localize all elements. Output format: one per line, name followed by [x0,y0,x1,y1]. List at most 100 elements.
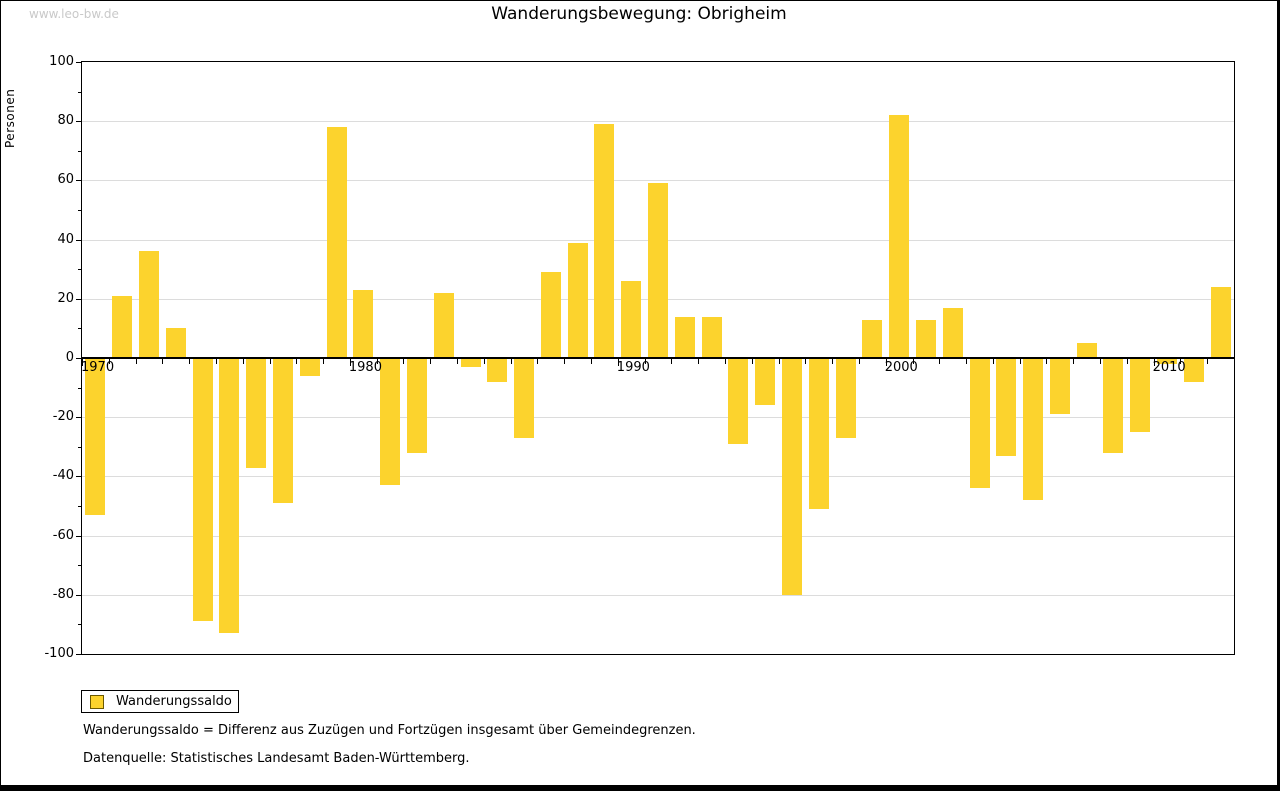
y-tick-label--20: -20 [52,409,74,425]
bar-2011 [1183,358,1204,382]
gridline-80 [82,121,1234,123]
y-tick-80 [76,121,82,123]
y-tick-30 [78,269,82,271]
x-tick-1997 [805,359,806,364]
bar-1998 [835,358,856,438]
bar-2005 [1023,358,1044,501]
bar-2004 [996,358,1017,456]
bar-1987 [540,272,561,358]
x-tick-2002 [939,359,940,364]
y-tick--90 [78,624,82,626]
x-tick-1985 [484,359,485,364]
bar-1973 [165,328,186,358]
x-tick-label-2000: 2000 [884,360,918,375]
x-tick-2006 [1046,359,1047,364]
bar-1970 [85,358,106,515]
y-tick-0 [76,358,82,359]
y-tick-label-20: 20 [57,290,74,306]
x-tick-1984 [457,359,458,364]
y-tick-10 [78,328,82,330]
bar-1983 [433,292,454,358]
x-tick-1977 [270,359,271,364]
x-tick-label-2010: 2010 [1152,360,1186,375]
x-tick-2004 [993,359,994,364]
y-tick-50 [78,210,82,211]
x-tick-2012 [1207,359,1208,364]
y-tick-100 [76,62,82,63]
y-tick-label--100: -100 [44,646,74,661]
legend-label: Wanderungssaldo [116,694,232,709]
bar-1977 [272,358,293,503]
bar-1984 [460,358,481,367]
bar-1975 [219,358,240,634]
y-tick-label--80: -80 [52,586,74,602]
y-tick--10 [78,387,82,389]
x-tick-1983 [430,359,431,364]
x-tick-1994 [725,359,726,364]
bar-1978 [299,358,320,376]
gridline--40 [82,476,1234,478]
y-tick-label-0: 0 [65,350,74,365]
x-tick-1973 [162,359,163,364]
footnote-definition: Wanderungssaldo = Differenz aus Zuzügen … [83,723,696,738]
x-tick-1986 [511,359,512,364]
y-tick-60 [76,180,82,182]
bar-2006 [1049,358,1070,415]
bar-2008 [1103,358,1124,453]
x-tick-1989 [591,359,592,364]
y-tick-label--60: -60 [52,527,74,543]
x-tick-1987 [537,359,538,364]
y-tick-90 [78,91,82,93]
gridline--60 [82,535,1234,537]
plot-area: 1970 1980 1990 2000 2010 -100 -80 -60 -40 -20 0 20 4… [44,54,1235,661]
x-tick-label-1980: 1980 [348,360,382,375]
bar-2001 [915,319,936,358]
chart-title: Wanderungsbewegung: Obrigheim [491,4,787,24]
x-tick-2010 [1154,359,1155,366]
y-tick--70 [78,565,82,567]
legend: Wanderungssaldo [81,690,239,713]
x-tick-1981 [377,359,378,364]
x-tick-1991 [645,359,646,364]
y-tick--40 [76,476,82,478]
x-tick-1976 [243,359,244,364]
bar-1981 [380,358,401,486]
bar-2007 [1076,343,1097,358]
x-tick-1988 [564,359,565,364]
x-tick-1971 [109,359,110,364]
bar-1976 [246,358,267,468]
bar-1972 [139,251,159,358]
bar-1992 [674,316,695,358]
y-tick--30 [78,446,82,448]
x-tick-1992 [671,359,672,364]
x-tick-1972 [136,359,137,364]
x-tick-2005 [1020,359,1021,364]
y-tick-label-100: 100 [49,54,74,69]
bar-1999 [862,319,883,358]
bar-2003 [969,358,990,489]
x-tick-1970 [82,359,83,366]
y-tick-label--40: -40 [52,468,74,484]
bar-1971 [112,295,133,358]
x-tick-1980 [350,359,351,366]
bar-1985 [487,358,508,382]
bar-1979 [326,127,347,358]
bar-1997 [808,358,829,509]
footnote-source: Datenquelle: Statistisches Landesamt Bad… [83,751,470,766]
x-tick-1995 [752,359,753,364]
bar-1982 [406,358,427,453]
bar-1986 [514,358,534,438]
bar-2000 [889,115,910,358]
x-tick-2009 [1127,359,1128,364]
x-tick-1979 [323,359,324,364]
y-tick--50 [78,506,82,507]
x-axis-line [82,357,1234,359]
x-tick-1990 [618,359,619,366]
bar-1990 [621,281,642,358]
bar-1995 [755,358,776,406]
bar-2009 [1130,358,1151,432]
x-tick-label-1970: 1970 [81,360,115,375]
bar-1974 [192,358,213,622]
x-tick-1975 [216,359,217,364]
